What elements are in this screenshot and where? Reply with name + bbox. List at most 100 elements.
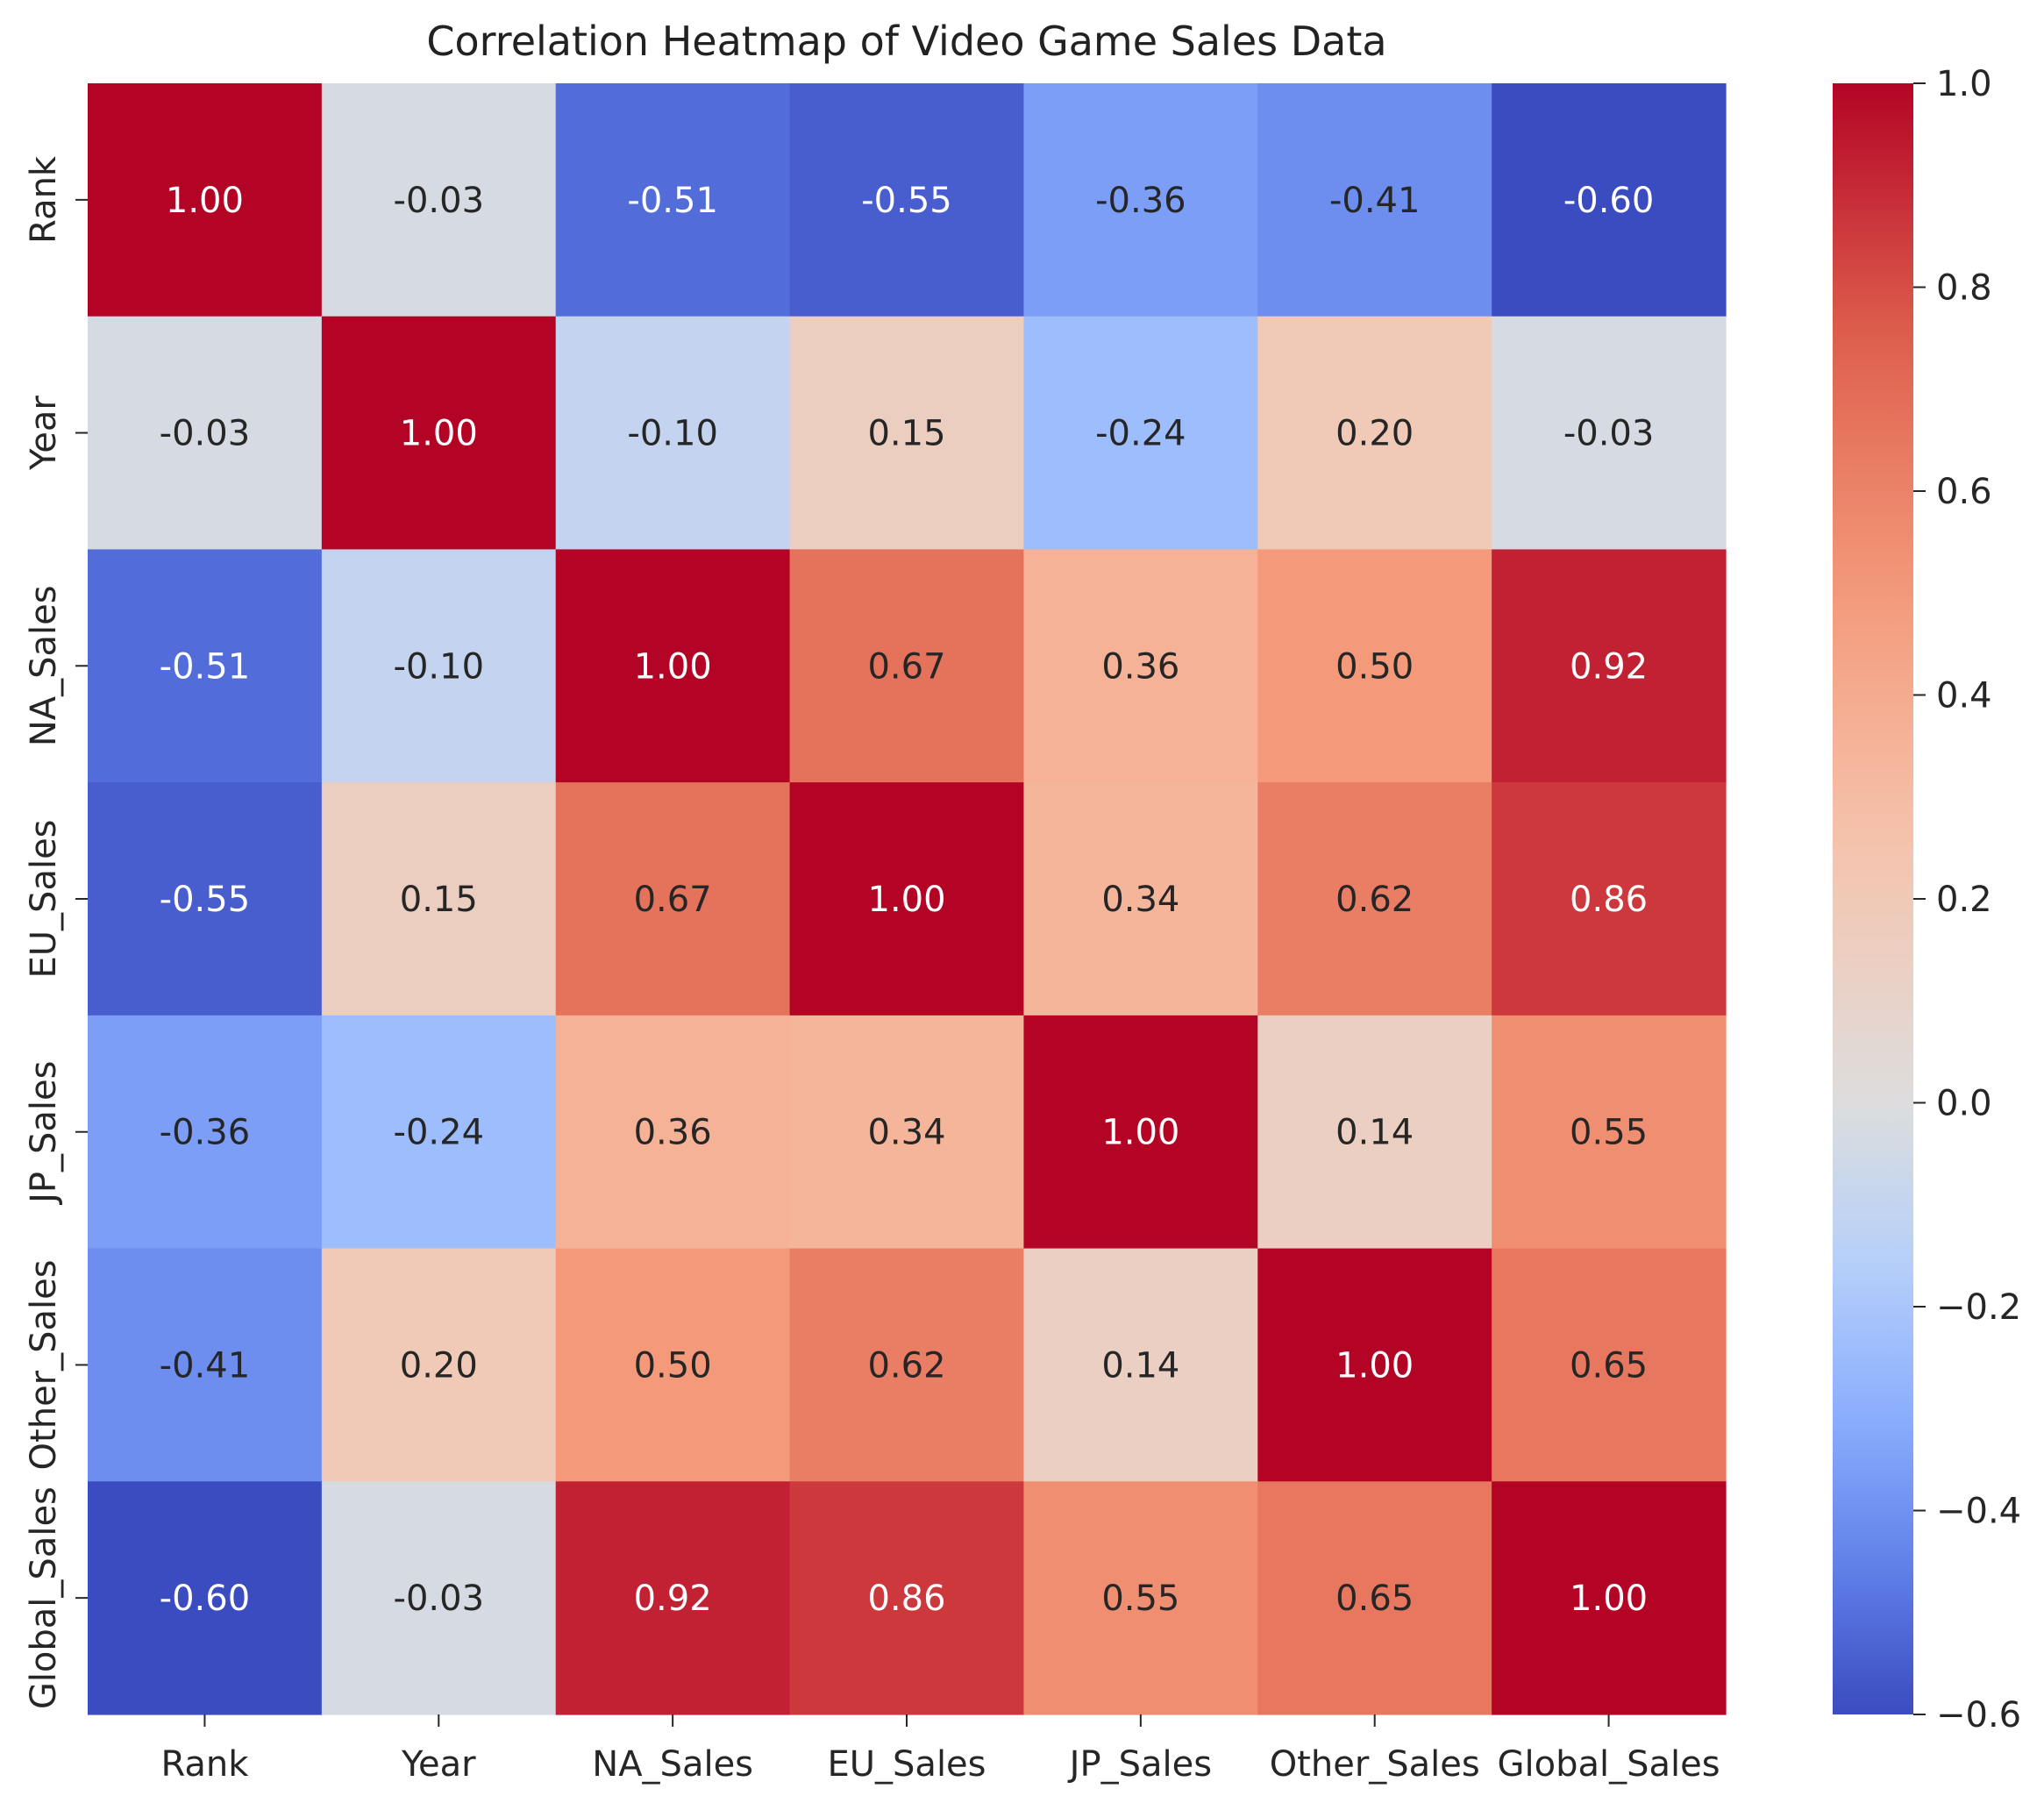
colorbar: −0.6 −0.4 −0.2 0.0 0.2 0.4 0.6 0.8 1.0 xyxy=(1833,64,2021,1735)
heatmap-cell xyxy=(1492,316,1727,551)
heatmap-cell xyxy=(789,1248,1025,1482)
colorbar-tick-label: 0.6 xyxy=(1936,472,1992,512)
heatmap-cell xyxy=(88,549,323,783)
cell-value-label: 0.92 xyxy=(1570,646,1648,687)
cell-value-label: 0.20 xyxy=(400,1345,478,1386)
cell-value-label: -0.03 xyxy=(1563,414,1655,454)
heatmap-cell xyxy=(321,549,557,783)
heatmap-cell xyxy=(789,549,1025,783)
cell-value-label: 1.00 xyxy=(867,880,945,920)
cell-value-label: 0.36 xyxy=(634,1113,712,1153)
cell-value-label: -0.51 xyxy=(627,181,718,221)
x-axis: Rank Year NA_Sales EU_Sales JP_Sales Other_Sa… xyxy=(160,1714,1720,1785)
heatmap-cell xyxy=(88,1015,323,1250)
cell-value-label: 0.86 xyxy=(1570,880,1648,920)
y-tick-label: Rank xyxy=(24,155,64,244)
y-tick-label: NA_Sales xyxy=(24,585,64,746)
heatmap-cell xyxy=(555,782,791,1016)
heatmap-cell xyxy=(789,1481,1025,1715)
colorbar-tick-label: −0.2 xyxy=(1936,1287,2021,1328)
cell-value-label: 0.62 xyxy=(1335,880,1414,920)
y-tick-label: Year xyxy=(24,396,64,471)
heatmap-cell xyxy=(555,1248,791,1482)
heatmap-cell xyxy=(1257,1481,1492,1715)
cell-value-label: -0.03 xyxy=(160,414,251,454)
colorbar-tick-label: 0.2 xyxy=(1936,880,1992,920)
cell-value-label: 0.55 xyxy=(1570,1113,1648,1153)
x-tick-label: EU_Sales xyxy=(827,1744,986,1785)
cell-value-label: 0.15 xyxy=(400,880,478,920)
colorbar-tick-label: 0.4 xyxy=(1936,676,1992,716)
cell-value-label: 0.55 xyxy=(1101,1579,1179,1619)
cell-value-label: 0.34 xyxy=(1101,880,1179,920)
cell-value-label: 0.65 xyxy=(1570,1345,1648,1386)
cell-value-label: -0.10 xyxy=(394,646,485,687)
heatmap-cell xyxy=(1023,83,1258,317)
heatmap-cell xyxy=(1492,1248,1727,1482)
cell-value-label: 0.50 xyxy=(1335,646,1414,687)
heatmap-cell xyxy=(321,316,557,551)
heatmap-cell xyxy=(789,1015,1025,1250)
heatmap-cell xyxy=(1023,782,1258,1016)
cell-value-label: -0.24 xyxy=(394,1113,485,1153)
x-tick-label: JP_Sales xyxy=(1067,1744,1212,1785)
cell-value-label: 0.34 xyxy=(867,1113,945,1153)
heatmap-cell xyxy=(1023,1248,1258,1482)
cell-value-label: 0.92 xyxy=(634,1579,712,1619)
heatmap-cell xyxy=(1492,1481,1727,1715)
heatmap-cell xyxy=(1492,83,1727,317)
heatmap-cell xyxy=(1023,549,1258,783)
cell-value-label: 0.65 xyxy=(1335,1579,1414,1619)
cell-value-label: 1.00 xyxy=(1335,1345,1414,1386)
cell-value-label: 1.00 xyxy=(1570,1579,1648,1619)
heatmap-cell xyxy=(88,83,323,317)
y-tick-label: EU_Sales xyxy=(24,819,64,978)
heatmap-cell xyxy=(789,83,1025,317)
cell-value-label: 0.14 xyxy=(1101,1345,1179,1386)
cell-value-label: -0.10 xyxy=(627,414,718,454)
heatmap-cell xyxy=(321,1015,557,1250)
cell-value-label: -0.55 xyxy=(160,880,251,920)
y-tick-label: Global_Sales xyxy=(24,1486,64,1709)
heatmap-cell xyxy=(88,782,323,1016)
cell-value-label: 1.00 xyxy=(1101,1113,1179,1153)
heatmap-cell xyxy=(1257,549,1492,783)
y-tick-label: Other_Sales xyxy=(24,1259,64,1470)
heatmap-cell xyxy=(88,1248,323,1482)
cell-value-label: 0.67 xyxy=(867,646,945,687)
heatmap-cell xyxy=(321,1481,557,1715)
colorbar-gradient xyxy=(1833,83,1913,1714)
cell-value-label: -0.03 xyxy=(394,181,485,221)
cell-value-label: -0.36 xyxy=(160,1113,251,1153)
cell-value-label: -0.60 xyxy=(1563,181,1655,221)
heatmap-cell xyxy=(321,1248,557,1482)
cell-value-label: -0.36 xyxy=(1095,181,1186,221)
cell-value-label: 0.20 xyxy=(1335,414,1414,454)
cell-value-label: -0.24 xyxy=(1095,414,1186,454)
x-tick-label: Other_Sales xyxy=(1270,1744,1480,1785)
colorbar-tick-label: 0.0 xyxy=(1936,1084,1992,1124)
heatmap-cell xyxy=(321,782,557,1016)
cell-value-label: -0.55 xyxy=(861,181,952,221)
heatmap-cell xyxy=(1023,1015,1258,1250)
heatmap-cell xyxy=(88,316,323,551)
heatmap-cell xyxy=(555,316,791,551)
heatmap-cell xyxy=(1257,782,1492,1016)
heatmap-cell xyxy=(321,83,557,317)
cell-value-label: 0.50 xyxy=(634,1345,712,1386)
x-tick-label: Year xyxy=(401,1744,476,1785)
heatmap-cell xyxy=(555,549,791,783)
colorbar-tick-label: 0.8 xyxy=(1936,268,1992,309)
cell-value-label: 1.00 xyxy=(166,181,244,221)
heatmap-cell xyxy=(1023,1481,1258,1715)
heatmap-cell xyxy=(555,83,791,317)
heatmap-cell xyxy=(1257,316,1492,551)
heatmap-cells: 1.00 -0.03 -0.51 -0.55 -0.36 -0.41 -0.60 -0.03 1… xyxy=(88,83,1727,1715)
cell-value-label: 0.86 xyxy=(867,1579,945,1619)
cell-value-label: -0.41 xyxy=(1329,181,1421,221)
heatmap-cell xyxy=(1023,316,1258,551)
colorbar-tick-label: −0.4 xyxy=(1936,1492,2021,1532)
colorbar-tick-label: 1.0 xyxy=(1936,64,1992,104)
